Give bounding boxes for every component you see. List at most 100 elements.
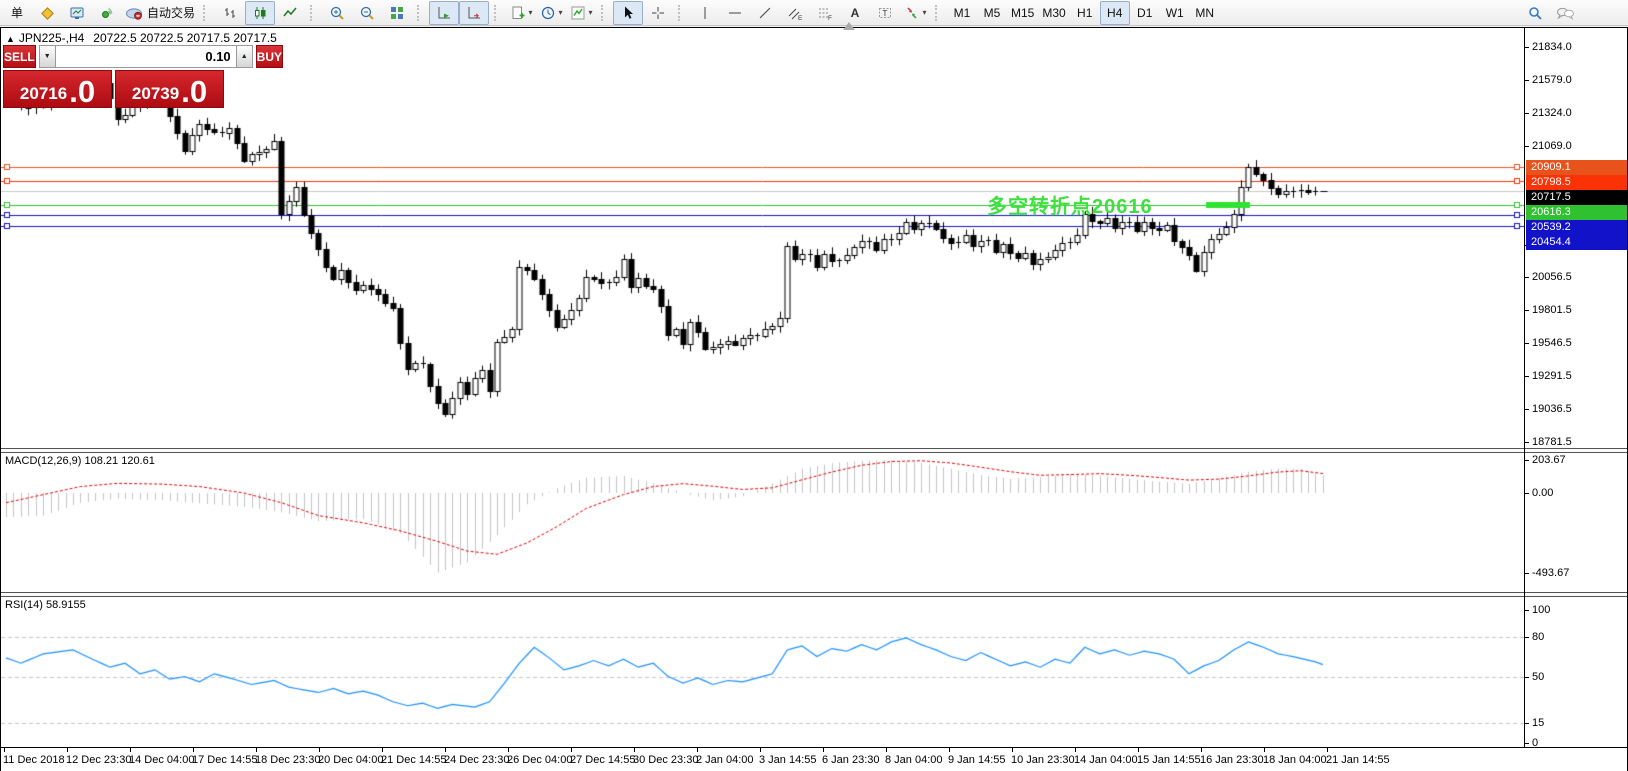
price-tick: 21324.0 [1525, 106, 1572, 120]
toolbar-separator [678, 4, 686, 21]
auto-scroll-button[interactable] [429, 0, 460, 25]
timeframe-h1[interactable]: H1 [1077, 5, 1093, 20]
rsi-tick: 80 [1525, 630, 1544, 644]
crosshair-button[interactable] [643, 1, 673, 25]
fibonacci-button[interactable]: F [810, 1, 840, 25]
volume-decrease-button[interactable]: ▼ [38, 45, 56, 68]
timeframe-m5[interactable]: M5 [983, 5, 1001, 20]
chart-shift-button[interactable] [459, 0, 490, 25]
chevron-down-icon[interactable]: ▾ [922, 8, 927, 17]
line-chart-button[interactable] [275, 1, 305, 25]
macd-hist-value: 108.21 [84, 455, 119, 467]
periods-button[interactable]: ▾ [536, 1, 566, 25]
text-label-button[interactable]: T [870, 1, 900, 25]
autotrading-button-label: 自动交易 [147, 6, 196, 20]
time-label: 11 Dec 2018 [3, 754, 65, 766]
time-tick [634, 748, 635, 752]
chart-window-icon[interactable] [62, 1, 92, 25]
pane-separator[interactable] [1, 592, 1627, 597]
rsi-value: 58.9155 [45, 599, 86, 611]
price-tick: 19036.5 [1525, 402, 1572, 416]
tile-windows-button[interactable] [382, 1, 412, 25]
bar-chart-button[interactable] [215, 1, 245, 25]
chevron-down-icon[interactable]: ▾ [558, 8, 563, 17]
toolbar-group-drawing-tools: E F A T ▾ [690, 1, 930, 25]
pane-separator[interactable] [1, 448, 1627, 453]
rsi-tick: 15 [1525, 716, 1544, 730]
price-tick: 19291.5 [1525, 369, 1572, 383]
time-tick [1327, 748, 1328, 752]
macd-tick: 203.67 [1525, 453, 1566, 467]
toolbar-separator [601, 4, 609, 21]
toolbar-group-objects: ▾ ▾ ▾ [506, 1, 596, 25]
buy-price-button[interactable]: 20739.0 [115, 70, 224, 108]
collapse-icon[interactable]: ▲ [6, 34, 15, 44]
volume-increase-button[interactable]: ▲ [235, 45, 253, 68]
macd-canvas[interactable] [1, 453, 1524, 592]
timeframe-d1[interactable]: D1 [1137, 5, 1153, 20]
caret-down-icon: ▼ [43, 53, 51, 60]
cursor-button[interactable] [613, 0, 644, 25]
candlestick-chart-button[interactable] [245, 0, 276, 25]
ohlc-values: 20722.5 20722.5 20717.5 20717.5 [93, 31, 277, 45]
order-label: 单 [10, 6, 23, 20]
chart-title: ▲ JPN225-,H4 20722.5 20722.5 20717.5 20717… [6, 31, 277, 45]
chart-window: ▲ JPN225-,H4 20722.5 20722.5 20717.5 20717… [0, 22, 1628, 771]
new-order-icon[interactable] [32, 1, 62, 25]
timeframe-w1[interactable]: W1 [1165, 5, 1184, 20]
indicators-button[interactable]: ▾ [566, 1, 596, 25]
price-scale[interactable]: 21834.021579.021324.021069.020304.020056… [1524, 28, 1628, 749]
timeframe-m15[interactable]: M15 [1011, 5, 1035, 20]
rsi-indicator-label: RSI(14) 58.9155 [5, 599, 86, 611]
time-label: 8 Jan 04:00 [885, 754, 943, 766]
signals-icon[interactable] [92, 1, 122, 25]
rsi-canvas[interactable] [1, 597, 1524, 747]
price-tick: 21579.0 [1525, 73, 1572, 87]
trendline-button[interactable] [750, 1, 780, 25]
time-tick [949, 748, 950, 752]
pivot-annotation-text[interactable]: 多空转折点20616 [987, 196, 1153, 218]
macd-tick: -493.67 [1525, 566, 1569, 580]
price-tick: 19546.5 [1525, 336, 1572, 350]
templates-button[interactable]: ▾ [506, 1, 536, 25]
time-label: 16 Jan 23:30 [1200, 754, 1264, 766]
time-label: 3 Jan 14:55 [759, 754, 817, 766]
price-level-tag: 20717.5 [1526, 190, 1627, 205]
sell-price-button[interactable]: 20716.0 [3, 70, 112, 108]
chart-shift-marker[interactable] [843, 22, 855, 30]
buy-button[interactable]: BUY [255, 45, 284, 68]
time-label: 12 Dec 23:30 [66, 754, 132, 766]
equidistant-channel-button[interactable]: E [780, 1, 810, 25]
timeframe-m30[interactable]: M30 [1042, 5, 1066, 20]
time-label: 21 Jan 14:55 [1326, 754, 1390, 766]
timeframe-mn[interactable]: MN [1195, 5, 1215, 20]
toolbar-group-utility [1520, 1, 1580, 25]
time-label: 2 Jan 04:00 [696, 754, 754, 766]
horizontal-line-button[interactable] [720, 1, 750, 25]
zoom-out-button[interactable] [352, 1, 382, 25]
toolbar-group-timeframes: M1 M5 M15 M30 H1 H4 D1 W1 MN [947, 0, 1220, 25]
chevron-down-icon[interactable]: ▾ [588, 8, 593, 17]
time-label: 21 Dec 14:55 [381, 754, 447, 766]
price-level-tag: 20616.3 [1526, 205, 1627, 220]
caret-up-icon: ▲ [240, 53, 248, 60]
price-chart-canvas[interactable] [1, 28, 1524, 448]
search-icon[interactable] [1520, 1, 1550, 25]
volume-input[interactable] [55, 45, 236, 68]
price-level-tag: 20909.1 [1526, 160, 1627, 175]
timeframe-m1[interactable]: M1 [953, 5, 971, 20]
vertical-line-button[interactable] [690, 1, 720, 25]
time-label: 24 Dec 23:30 [444, 754, 510, 766]
time-label: 15 Jan 14:55 [1137, 754, 1201, 766]
arrows-button[interactable]: ▾ [900, 1, 930, 25]
zoom-in-button[interactable] [322, 1, 352, 25]
sell-button[interactable]: SELL [3, 45, 36, 68]
chevron-down-icon[interactable]: ▾ [528, 8, 533, 17]
timeframe-h4[interactable]: H4 [1099, 0, 1130, 25]
time-tick [823, 748, 824, 752]
autotrading-button[interactable]: 自动交易 [122, 1, 198, 25]
time-label: 14 Dec 04:00 [129, 754, 195, 766]
chat-icon[interactable] [1550, 1, 1580, 25]
time-axis[interactable]: 11 Dec 2018 12 Dec 23:30 14 Dec 04:00 17 De… [1, 747, 1627, 771]
text-button[interactable]: A [850, 5, 860, 20]
